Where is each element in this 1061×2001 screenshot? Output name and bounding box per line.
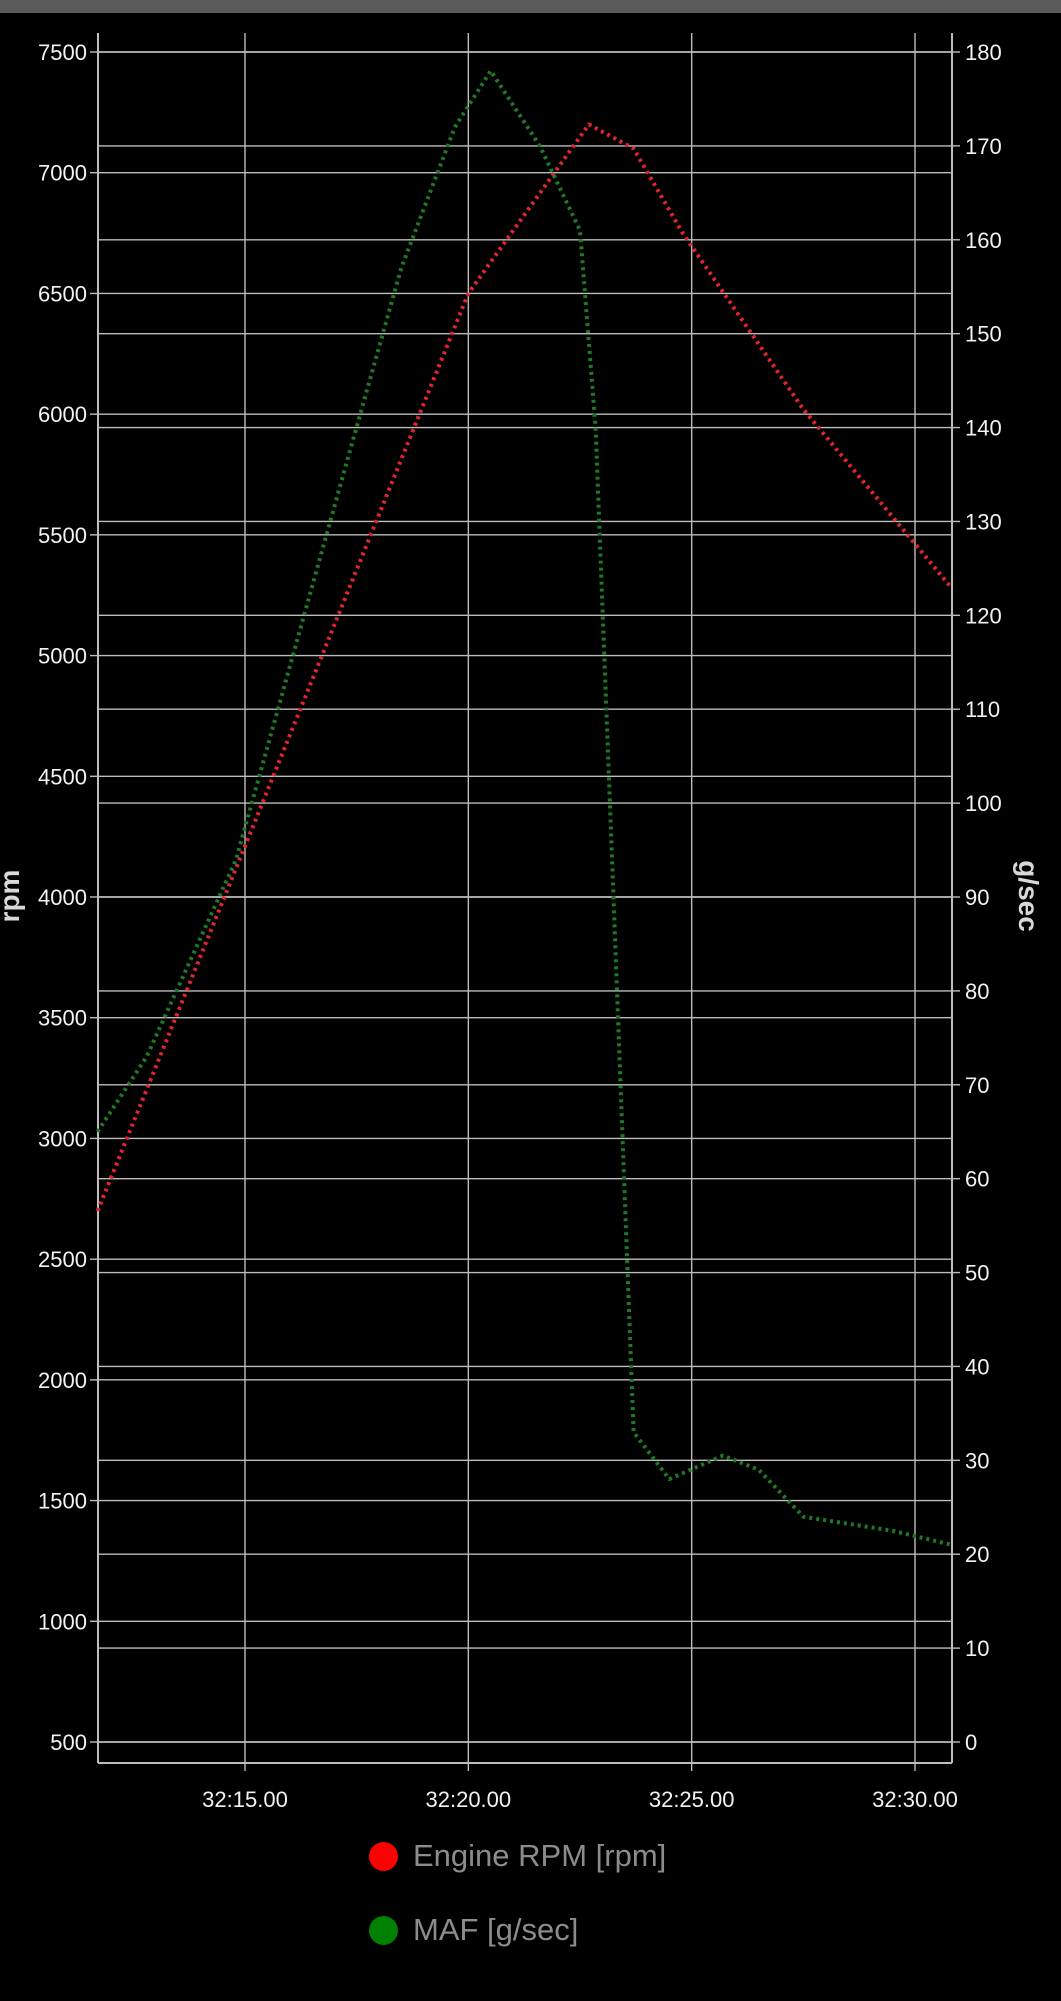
- series-line-maf: [95, 68, 953, 1547]
- y-right-tick-label-150: 150: [965, 322, 1002, 347]
- y-right-tick-label-120: 120: [965, 603, 1002, 628]
- x-tick-label-3: 32:30.00: [872, 1787, 958, 1812]
- chart-legend: Engine RPM [rpm] MAF [g/sec]: [369, 1831, 666, 1979]
- series-layer: [95, 68, 954, 1547]
- top-status-strip: [0, 0, 1061, 13]
- y-right-tick-label-100: 100: [965, 791, 1002, 816]
- y-left-tick-label-5000: 5000: [38, 644, 87, 669]
- y-right-tick-label-70: 70: [965, 1073, 989, 1098]
- y-right-tick-label-10: 10: [965, 1636, 989, 1661]
- y-right-tick-label-110: 110: [965, 697, 1000, 722]
- y-left-tick-label-7500: 7500: [38, 40, 87, 65]
- y-right-tick-label-160: 160: [965, 228, 1002, 253]
- y-left-tick-label-3000: 3000: [38, 1126, 87, 1151]
- y-left-tick-label-4000: 4000: [38, 885, 87, 910]
- y-right-tick-label-180: 180: [965, 40, 1002, 65]
- y-left-tick-label-500: 500: [50, 1730, 87, 1755]
- y-right-tick-label-80: 80: [965, 979, 989, 1004]
- y-right-tick-label-30: 30: [965, 1448, 989, 1473]
- legend-item-maf[interactable]: MAF [g/sec]: [369, 1905, 666, 1955]
- y-right-tick-label-60: 60: [965, 1167, 989, 1192]
- label-layer: 5001000150020002500300035004000450050005…: [38, 40, 1002, 1812]
- y-left-tick-label-5500: 5500: [38, 523, 87, 548]
- series-line-engine-rpm: [95, 122, 954, 1212]
- y-right-tick-label-170: 170: [965, 134, 1002, 159]
- y-right-tick-label-40: 40: [965, 1354, 989, 1379]
- y-left-tick-label-6000: 6000: [38, 402, 87, 427]
- y-right-tick-label-90: 90: [965, 885, 989, 910]
- legend-label-maf: MAF [g/sec]: [413, 1912, 579, 1947]
- y-right-tick-label-0: 0: [965, 1730, 977, 1755]
- legend-item-engine-rpm[interactable]: Engine RPM [rpm]: [369, 1831, 666, 1881]
- y-left-tick-label-1500: 1500: [38, 1489, 87, 1514]
- y-left-tick-label-3500: 3500: [38, 1006, 87, 1031]
- y-left-tick-label-7000: 7000: [38, 161, 87, 186]
- y-left-tick-label-1000: 1000: [38, 1609, 87, 1634]
- y-left-tick-label-4500: 4500: [38, 764, 87, 789]
- y-left-tick-label-2000: 2000: [38, 1368, 87, 1393]
- axis-layer: [90, 33, 960, 1771]
- x-tick-label-0: 32:15.00: [202, 1787, 288, 1812]
- y-right-tick-label-50: 50: [965, 1261, 989, 1286]
- y-right-tick-label-130: 130: [965, 509, 1002, 534]
- y-left-tick-label-2500: 2500: [38, 1247, 87, 1272]
- y-axis-right-title: g/sec: [1013, 860, 1044, 932]
- y-right-tick-label-140: 140: [965, 416, 1002, 441]
- y-right-tick-label-20: 20: [965, 1542, 989, 1567]
- legend-label-engine-rpm: Engine RPM [rpm]: [413, 1838, 667, 1873]
- legend-swatch-engine-rpm: [369, 1841, 398, 1871]
- grid-layer: [98, 33, 952, 1763]
- x-tick-label-1: 32:20.00: [426, 1787, 512, 1812]
- x-tick-label-2: 32:25.00: [649, 1787, 735, 1812]
- y-left-tick-label-6500: 6500: [38, 281, 87, 306]
- y-axis-left-title: rpm: [0, 870, 25, 923]
- legend-swatch-maf: [369, 1915, 398, 1945]
